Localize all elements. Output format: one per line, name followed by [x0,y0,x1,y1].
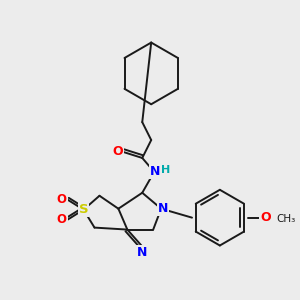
Text: O: O [57,213,67,226]
Text: H: H [160,165,170,175]
Text: N: N [150,165,160,178]
Text: O: O [112,146,123,158]
Text: N: N [137,246,147,259]
Text: N: N [158,202,168,215]
Text: CH₃: CH₃ [277,214,296,224]
Text: S: S [79,203,88,216]
Text: O: O [260,211,271,224]
Text: O: O [57,193,67,206]
